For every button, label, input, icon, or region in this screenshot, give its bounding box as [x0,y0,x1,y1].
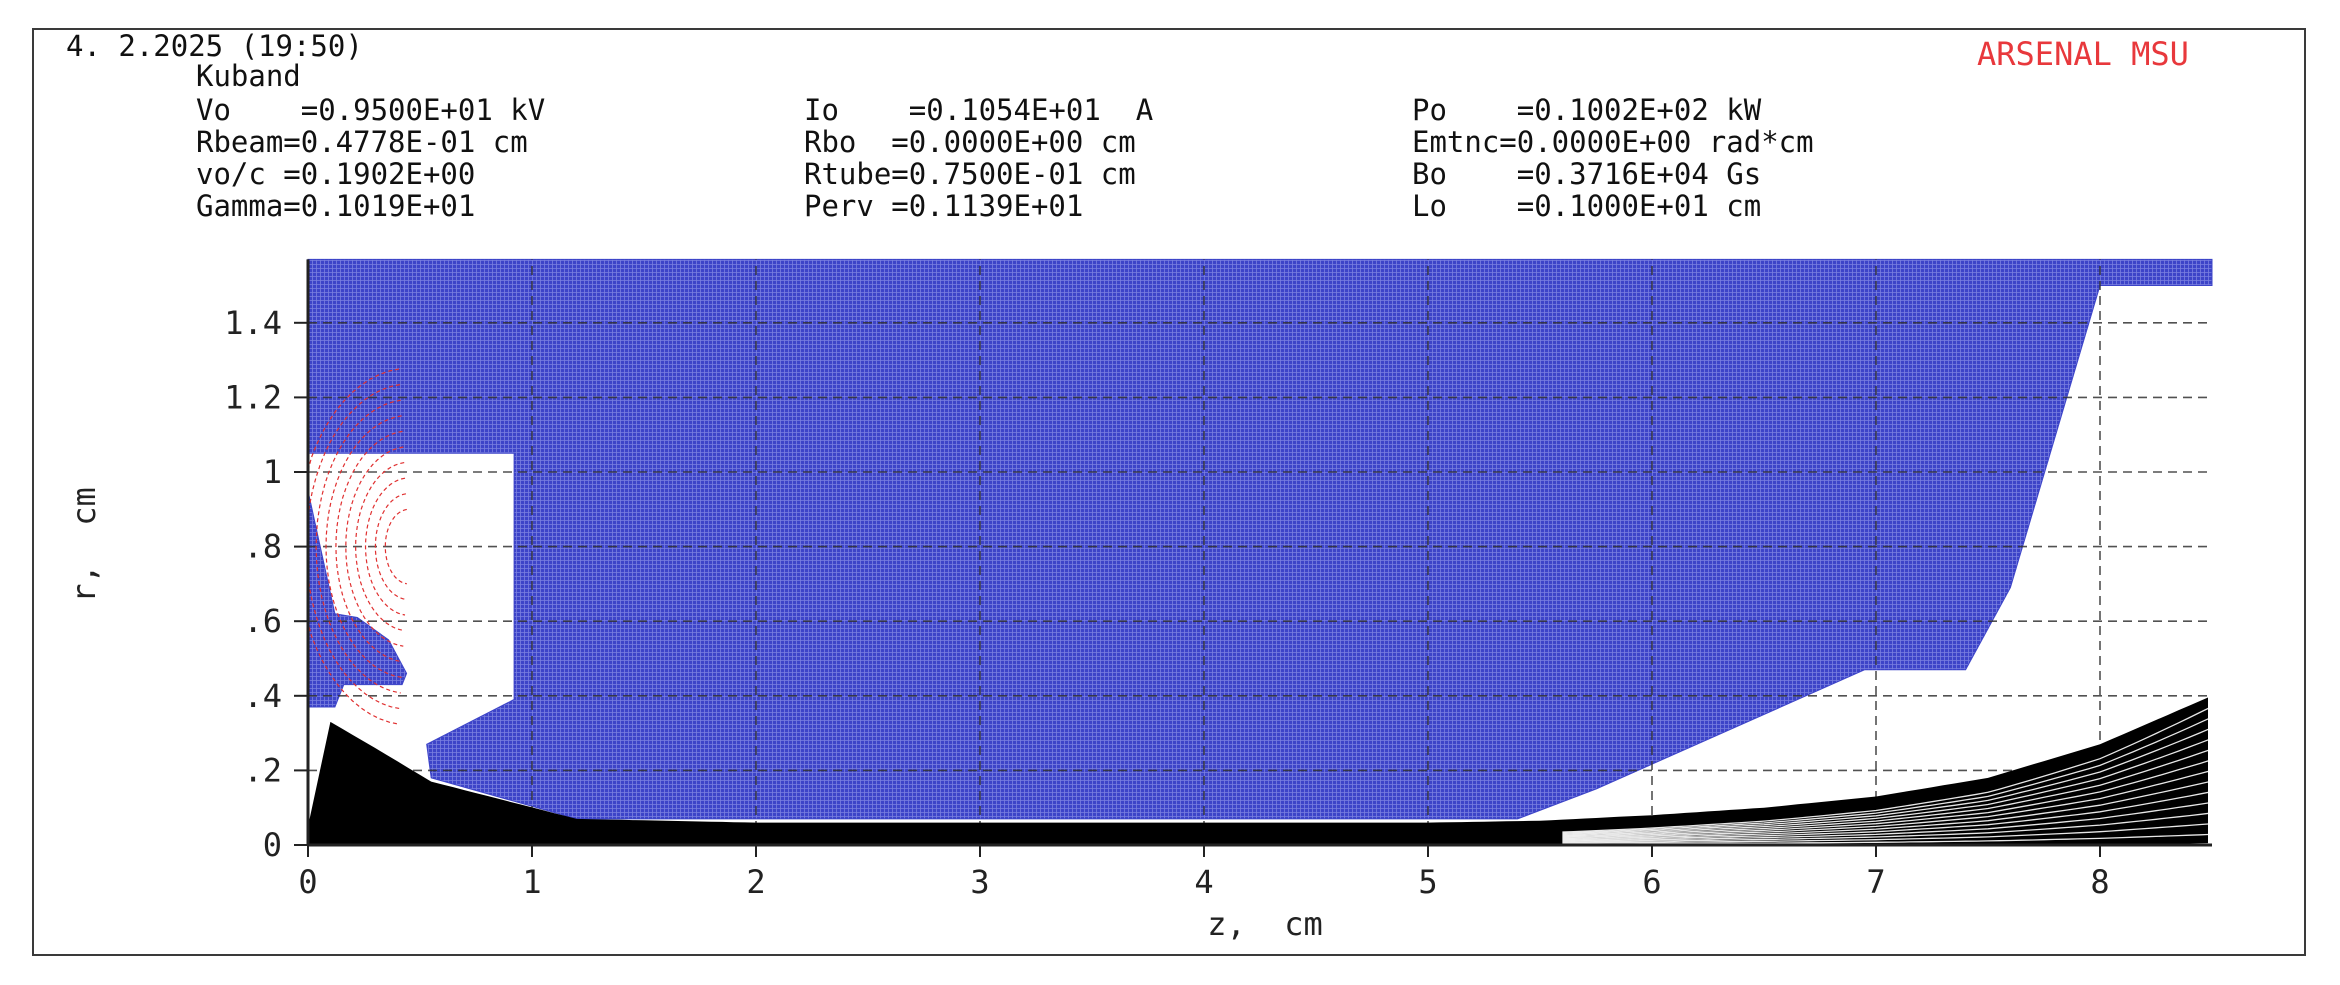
y-axis-label: r, cm [65,487,103,603]
y-tick-label: .8 [243,528,282,566]
param-perv: Perv =0.1139E+01 [804,189,1084,223]
param-io: Io =0.1054E+01 A [804,93,1154,127]
param-rbeam: Rbeam=0.4778E-01 cm [196,125,528,159]
trajectory-line [1562,760,2208,838]
electrode-polygon [307,258,2213,820]
plot-frame [32,28,2306,956]
y-tick-label: .6 [243,602,282,640]
trajectory-line [1562,728,2208,835]
beam-trajectories [308,697,2208,845]
param-vo: Vo =0.9500E+01 kV [196,93,546,127]
trajectory-line [1562,812,2208,843]
trajectory-line [1562,739,2208,836]
trajectory-line [1562,781,2208,840]
field-line [315,399,401,694]
axes [294,259,2212,857]
param-po: Po =0.1002E+02 kW [1412,93,1762,127]
y-tick-labels: 0 .2 .4 .6 .8 1 1.2 1.4 [224,304,282,864]
x-tick-label: 3 [970,863,989,901]
x-tick-label: 0 [298,863,317,901]
field-line [325,415,402,678]
param-rbo: Rbo =0.0000E+00 cm [804,125,1136,159]
param-voc: vo/c =0.1902E+00 [196,157,476,191]
y-tick-label: .2 [243,751,282,789]
brand-label: ARSENAL MSU [1977,35,2189,73]
x-tick-label: 1 [522,863,541,901]
field-line [374,493,407,600]
y-tick-label: 1.4 [224,304,282,342]
grid [308,259,2212,845]
x-tick-label: 4 [1194,863,1213,901]
trajectory-line [1562,802,2208,842]
x-axis-label: z, cm [1207,905,1323,943]
trajectory-line [1562,791,2208,841]
x-tick-label: 5 [1418,863,1437,901]
field-line [335,430,403,663]
x-tick-label: 2 [746,863,765,901]
trajectory-line [1562,749,2208,837]
trajectory-line [1562,770,2208,839]
x-tick-labels: 0 1 2 3 4 5 6 7 8 [298,863,2109,901]
x-tick-label: 8 [2090,863,2109,901]
param-rtube: Rtube=0.7500E-01 cm [804,157,1136,191]
x-tick-label: 7 [1866,863,1885,901]
param-lo: Lo =0.1000E+01 cm [1412,189,1762,223]
trajectory-line [1562,823,2208,844]
y-tick-label: 1.2 [224,378,282,416]
y-tick-label: 1 [263,453,282,491]
device-name: Kuband [196,59,301,93]
field-line [364,477,406,616]
field-line [354,462,405,632]
param-emtnc: Emtnc=0.0000E+00 rad*cm [1412,125,1814,159]
trajectory-line [1562,718,2208,834]
field-line [384,508,407,585]
param-bo: Bo =0.3716E+04 Gs [1412,157,1762,191]
x-tick-label: 6 [1642,863,1661,901]
param-gamma: Gamma=0.1019E+01 [196,189,476,223]
electrode-region [307,258,2213,820]
y-tick-label: .4 [243,677,282,715]
y-tick-label: 0 [263,826,282,864]
trajectory-line [1562,707,2208,833]
date-stamp: 4. 2.2025 (19:50) [66,29,363,63]
